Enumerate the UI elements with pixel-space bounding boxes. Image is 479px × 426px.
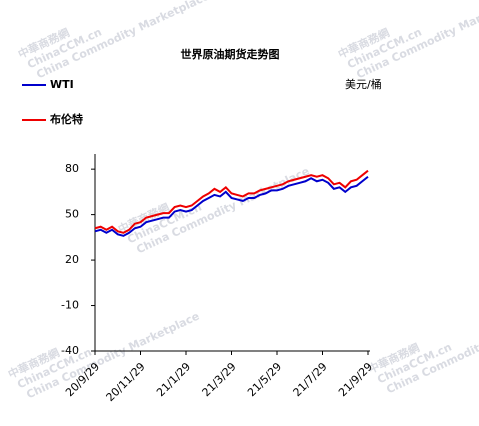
unit-label: 美元/桶 [345, 77, 382, 91]
y-tick-label: 20 [65, 253, 79, 266]
x-tick-label: 21/3/29 [200, 360, 239, 399]
y-tick-label: 80 [65, 162, 79, 175]
line-series [94, 169, 369, 234]
y-tick-label: -10 [61, 299, 79, 312]
legend-label: 布伦特 [50, 112, 83, 126]
x-tick-label: 21/7/29 [291, 360, 330, 399]
x-tick-label: 21/1/29 [154, 360, 193, 399]
x-tick-label: 21/9/29 [336, 360, 375, 399]
legend-label: WTI [50, 78, 74, 91]
y-tick-label: 50 [65, 208, 79, 221]
line-series [94, 175, 369, 237]
x-tick-label: 20/11/29 [104, 360, 148, 404]
y-tick-label: -40 [61, 344, 79, 357]
chart-title: 世界原油期货走势图 [181, 47, 280, 61]
x-tick-label: 21/5/29 [245, 360, 284, 399]
